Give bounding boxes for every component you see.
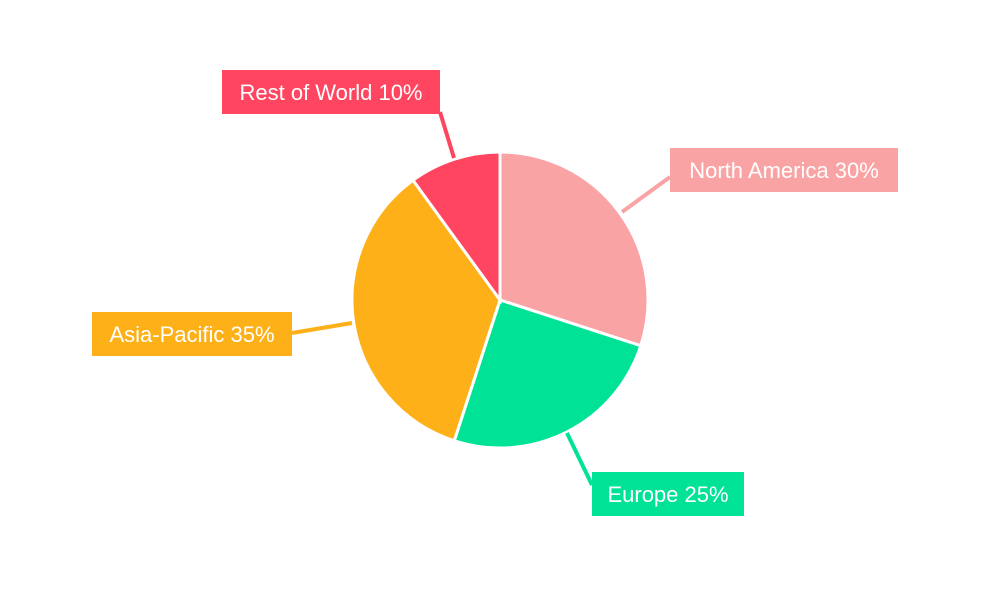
leader-line bbox=[291, 321, 353, 335]
pie-slice-north-america[interactable] bbox=[498, 150, 650, 348]
data-label: North America 30% bbox=[670, 148, 898, 192]
data-label-box bbox=[222, 70, 440, 114]
pie-slice-rest-of-world[interactable] bbox=[410, 150, 502, 305]
data-label: Asia-Pacific 35% bbox=[92, 312, 292, 356]
data-label: Rest of World 10% bbox=[222, 70, 440, 114]
data-label: Europe 25% bbox=[592, 472, 744, 516]
leader-line bbox=[620, 175, 672, 214]
data-label-box bbox=[670, 148, 898, 192]
leader-line bbox=[565, 432, 594, 486]
data-label-text: North America 30% bbox=[689, 158, 879, 183]
data-label-box bbox=[92, 312, 292, 356]
pie-slice-europe[interactable] bbox=[452, 298, 643, 450]
pie-slice-asia-pacific[interactable] bbox=[350, 178, 502, 443]
data-label-text: Asia-Pacific 35% bbox=[109, 322, 274, 347]
data-label-text: Europe 25% bbox=[607, 482, 728, 507]
data-label-box bbox=[592, 472, 744, 516]
data-label-text: Rest of World 10% bbox=[239, 80, 422, 105]
leader-line bbox=[438, 111, 456, 159]
